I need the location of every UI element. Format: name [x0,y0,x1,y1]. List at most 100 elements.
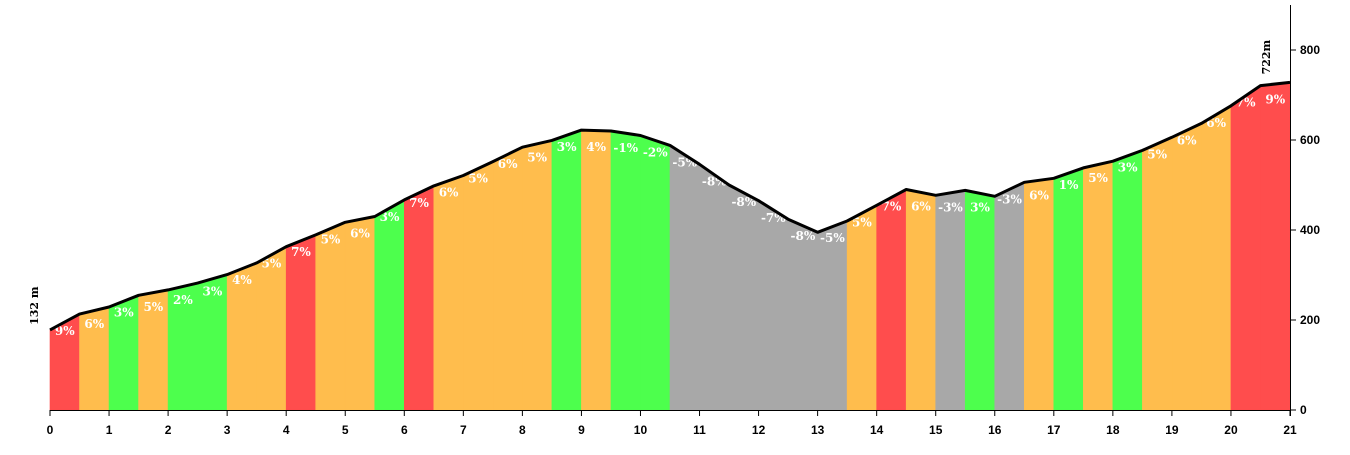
grade-segment-40 [1230,84,1261,411]
grade-label-20: -2% [643,146,668,160]
grade-segment-26 [817,220,848,411]
grade-label-2: 3% [114,305,134,319]
y-tick-label-2: 400 [1300,223,1320,237]
grade-label-34: 1% [1059,178,1079,192]
x-tick-label-9: 9 [578,423,585,437]
grade-label-14: 5% [468,172,488,186]
x-tick-label-11: 11 [693,423,706,437]
y-tick-label-0: 0 [1300,403,1307,417]
grade-segment-38 [1171,122,1202,411]
grade-label-38: 6% [1177,133,1197,147]
grade-segment-37 [1142,136,1173,411]
x-tick-label-18: 18 [1106,423,1120,437]
grade-segment-29 [905,189,937,411]
grade-label-32: -3% [997,192,1022,206]
grade-segment-16 [522,140,553,411]
grade-segment-39 [1201,105,1232,411]
grade-label-9: 5% [321,232,341,246]
grade-segments [49,82,1291,411]
grade-segment-23 [728,184,759,411]
grade-segment-10 [344,216,376,411]
y-tick-label-1: 200 [1300,313,1320,327]
x-tick-label-1: 1 [106,423,113,437]
grade-segment-7 [256,246,287,411]
x-tick-label-21: 21 [1283,423,1297,437]
grade-label-4: 2% [173,293,193,307]
grade-segment-8 [285,234,317,411]
grade-label-41: 9% [1265,92,1285,106]
grade-label-10: 6% [350,227,370,241]
grade-segment-33 [1023,177,1055,411]
grade-segment-27 [846,204,877,411]
y-axis: 0 200 400 600 800 [1290,5,1320,417]
grade-segment-20 [640,135,671,411]
grade-label-15: 6% [498,157,518,171]
y-tick-label-3: 600 [1300,133,1320,147]
start-elevation-label: 132 m [28,286,41,325]
grade-label-39: 6% [1206,116,1226,130]
grade-label-28: 7% [882,200,902,214]
grade-label-29: 6% [911,200,931,214]
grade-segment-9 [315,221,346,411]
elevation-profile-line [49,80,1291,332]
grade-label-31: 3% [970,200,990,214]
grade-label-37: 5% [1147,147,1167,161]
grade-segment-34 [1053,167,1084,411]
grade-label-25: -8% [790,229,815,243]
grade-segment-18 [581,129,612,411]
grade-label-5: 3% [202,285,222,299]
grade-label-26: -5% [820,231,845,245]
grade-label-30: -3% [938,200,963,214]
grade-segment-30 [935,190,966,411]
grade-label-3: 5% [143,300,163,314]
grade-segment-36 [1112,149,1143,411]
x-tick-label-15: 15 [929,423,943,437]
grade-labels: 9% 6% 3% 5% 2% 3% 4% 5% 7% 5% 6% 3% 7% 6% 5% 6% 5% 3% 4% -1… [55,92,1286,338]
grade-label-18: 4% [586,140,606,154]
grade-label-0: 9% [55,324,75,338]
x-tick-label-8: 8 [519,423,526,437]
x-tick-label-4: 4 [283,423,290,437]
grade-segment-31 [964,190,996,411]
grade-segment-22 [699,163,730,411]
grade-label-12: 7% [409,196,429,210]
grade-segment-35 [1083,160,1114,411]
grade-segment-21 [669,144,700,411]
grade-label-27: 5% [852,215,872,229]
x-axis: 0 1 2 3 4 5 6 7 8 9 10 11 12 13 14 15 16 17 18 19 20 21 [47,410,1297,437]
grade-label-40: 7% [1236,96,1256,110]
grade-label-17: 3% [557,140,577,154]
x-tick-label-2: 2 [165,423,172,437]
grade-segment-15 [492,146,523,411]
x-tick-label-19: 19 [1165,423,1179,437]
grade-label-1: 6% [84,317,104,331]
x-tick-label-0: 0 [47,423,54,437]
x-tick-label-13: 13 [811,423,825,437]
x-tick-label-10: 10 [634,423,648,437]
grade-segment-11 [374,199,405,411]
grade-segment-12 [403,185,435,411]
x-tick-label-6: 6 [401,423,408,437]
x-tick-label-17: 17 [1047,423,1061,437]
y-tick-label-4: 800 [1300,43,1320,57]
x-tick-label-20: 20 [1224,423,1238,437]
x-tick-label-7: 7 [460,423,467,437]
x-tick-label-3: 3 [224,423,231,437]
x-tick-label-14: 14 [870,423,884,437]
grade-segment-17 [551,129,582,411]
grade-segment-41 [1260,82,1291,411]
grade-label-23: -8% [731,195,756,209]
grade-segment-32 [994,181,1025,411]
grade-label-33: 6% [1029,188,1049,202]
grade-label-8: 7% [291,245,311,259]
grade-label-35: 5% [1088,171,1108,185]
end-elevation-label: 722m [1260,39,1273,74]
grade-label-24: -7% [761,211,786,225]
grade-label-13: 6% [439,186,459,200]
grade-label-19: -1% [613,141,638,155]
x-tick-label-12: 12 [752,423,766,437]
grade-segment-13 [433,175,464,411]
grade-label-11: 3% [380,210,400,224]
grade-segment-25 [787,218,818,411]
grade-label-7: 5% [262,257,282,271]
